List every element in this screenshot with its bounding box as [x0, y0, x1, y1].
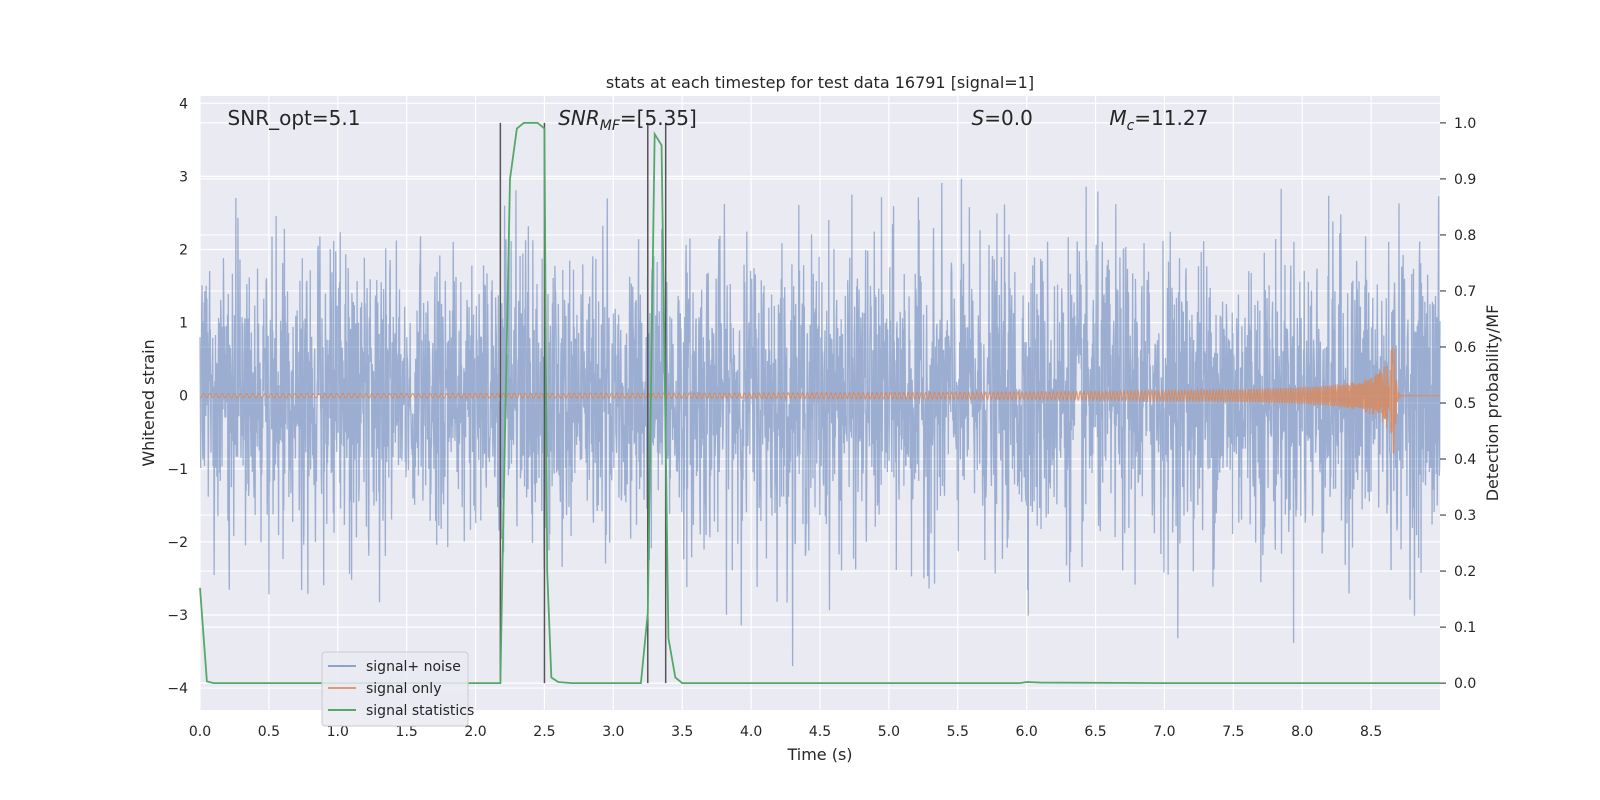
y2-axis-ticks: 1.0 0.9 0.8 0.7 0.6 0.5 0.4 0.3 0.2 0.1 0.0 — [1440, 116, 1476, 692]
y2-tick-label: 0.4 — [1454, 452, 1476, 468]
y2-tick-label: 1.0 — [1454, 116, 1476, 132]
x-tick-label: 3.0 — [602, 724, 624, 740]
noise-line — [199, 178, 1441, 667]
x-tick-label: 6.0 — [1016, 724, 1038, 740]
y-tick-label: −4 — [167, 681, 188, 697]
y-axis-label: Whitened strain — [139, 339, 158, 466]
x-axis-label: Time (s) — [786, 745, 852, 764]
y2-tick-label: 0.6 — [1454, 340, 1476, 356]
y2-tick-label: 0.3 — [1454, 508, 1476, 524]
x-tick-label: 4.5 — [809, 724, 831, 740]
annotations: SNR_opt=5.1 SNRMF=[5.35] S=0.0 Mc=11.27 — [228, 106, 1209, 134]
y2-tick-label: 0.1 — [1454, 620, 1476, 636]
x-tick-label: 6.5 — [1084, 724, 1106, 740]
legend-label: signal only — [366, 681, 441, 697]
x-tick-label: 8.0 — [1291, 724, 1313, 740]
y-tick-label: 1 — [179, 316, 188, 332]
x-tick-label: 5.0 — [878, 724, 900, 740]
y-tick-label: −1 — [167, 462, 188, 478]
x-tick-label: 4.0 — [740, 724, 762, 740]
y2-tick-label: 0.2 — [1454, 564, 1476, 580]
y2-axis-label: Detection probability/MF — [1483, 305, 1502, 502]
x-tick-label: 5.5 — [947, 724, 969, 740]
y-tick-label: −3 — [167, 608, 188, 624]
x-tick-label: 7.5 — [1222, 724, 1244, 740]
x-tick-label: 1.5 — [396, 724, 418, 740]
x-tick-label: 8.5 — [1360, 724, 1382, 740]
annotation-3: Mc=11.27 — [1109, 106, 1208, 134]
annotation-0: SNR_opt=5.1 — [228, 106, 361, 130]
legend-box — [321, 651, 469, 727]
x-axis-ticks: 0.0 0.5 1.0 1.5 2.0 2.5 3.0 3.5 4.0 4.5 5.0 5.5 6.0 6… — [189, 724, 1382, 740]
y2-tick-label: 0.8 — [1454, 228, 1476, 244]
x-tick-label: 0.0 — [189, 724, 211, 740]
series-signal-noise — [199, 178, 1441, 667]
y2-tick-label: 0.5 — [1454, 396, 1476, 412]
x-tick-label: 2.0 — [464, 724, 486, 740]
annotation-1: SNRMF=[5.35] — [558, 106, 697, 134]
legend: signal+ noise signal only signal statistic… — [321, 651, 474, 727]
x-tick-label: 2.5 — [533, 724, 555, 740]
x-tick-label: 0.5 — [258, 724, 280, 740]
x-tick-label: 7.0 — [1153, 724, 1175, 740]
chart-title: stats at each timestep for test data 167… — [606, 73, 1034, 92]
series-signal-only — [199, 347, 1440, 455]
x-tick-label: 1.0 — [327, 724, 349, 740]
y-tick-label: 0 — [179, 389, 188, 405]
y-tick-label: 2 — [179, 243, 188, 259]
y-tick-label: 4 — [179, 96, 188, 112]
y2-tick-label: 0.7 — [1454, 284, 1476, 300]
annotation-2: S=0.0 — [972, 106, 1033, 130]
y-axis-ticks: 4 3 2 1 0 −1 −2 −3 −4 — [167, 96, 188, 697]
legend-label: signal+ noise — [366, 659, 461, 675]
y2-tick-label: 0.0 — [1454, 676, 1476, 692]
y-tick-label: 3 — [179, 169, 188, 185]
x-tick-label: 3.5 — [671, 724, 693, 740]
y2-tick-label: 0.9 — [1454, 172, 1476, 188]
y-tick-label: −2 — [167, 535, 188, 551]
signal-only-line — [199, 347, 1440, 455]
legend-label: signal statistics — [366, 703, 474, 719]
